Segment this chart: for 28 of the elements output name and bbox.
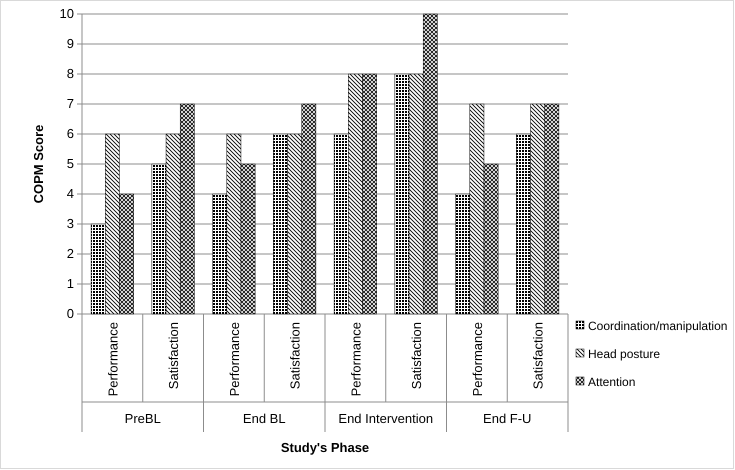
x-tick-label: Performance <box>470 322 485 396</box>
text: End BL <box>242 411 286 426</box>
legend-label: Coordination/manipulation <box>588 319 728 333</box>
x-tick-label: Satisfaction <box>288 322 303 390</box>
x-tick-label: Performance <box>105 322 120 396</box>
x-axis-title: Study's Phase <box>280 440 370 455</box>
y-tick-label: 1 <box>66 276 74 292</box>
x-tick-label: Performance <box>348 322 364 396</box>
y-tick-label: 3 <box>66 216 74 232</box>
y-axis-title: COPM Score <box>31 124 46 204</box>
y-tick-label: 9 <box>66 36 74 52</box>
legend-label: Head posture <box>588 347 660 361</box>
legend-label: Attention <box>588 375 636 389</box>
x-tick-label: Satisfaction <box>409 322 424 390</box>
y-tick-label: 8 <box>66 66 74 82</box>
y-tick-label: 0 <box>66 306 74 322</box>
x-tick-label: Satisfaction <box>166 322 182 390</box>
y-tick-label: 6 <box>66 126 74 142</box>
y-tick-label: 10 <box>60 6 74 22</box>
x-tick-label: Satisfaction <box>530 322 546 390</box>
text: End F-U <box>483 411 532 426</box>
y-tick-label: 5 <box>66 156 74 172</box>
y-tick-label: 2 <box>66 246 74 262</box>
y-tick-label: 7 <box>66 96 74 112</box>
y-tick-label: 4 <box>66 186 74 202</box>
x-tick-label: Performance <box>226 322 242 396</box>
text: PreBL <box>124 411 161 426</box>
text: End Intervention <box>338 411 434 426</box>
